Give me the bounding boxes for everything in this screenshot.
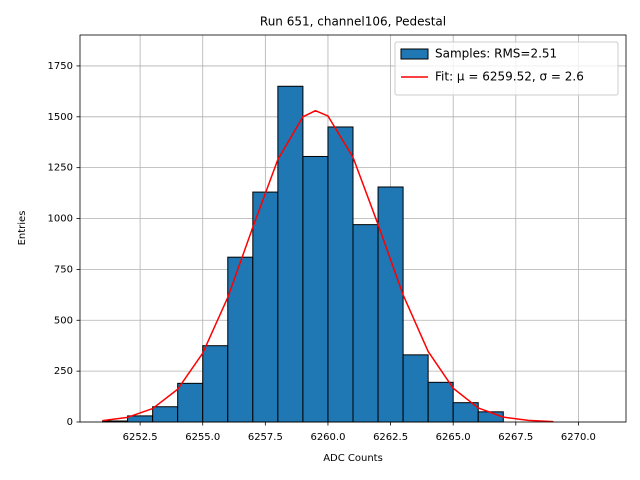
legend: Samples: RMS=2.51 Fit: μ = 6259.52, σ = 2… xyxy=(394,41,619,96)
bar xyxy=(202,345,229,423)
y-tick-label: 1500 xyxy=(48,112,73,123)
y-tick-label: 0 xyxy=(67,417,73,428)
legend-label: Samples: RMS=2.51 xyxy=(435,47,557,61)
y-tick-label: 1750 xyxy=(48,61,73,72)
y-tick-label: 750 xyxy=(54,264,73,275)
fit-line xyxy=(102,109,554,423)
bar xyxy=(277,85,304,423)
y-tick-label: 500 xyxy=(54,315,73,326)
x-tick-label: 6262.5 xyxy=(373,432,408,443)
bar xyxy=(402,354,429,423)
bar xyxy=(352,224,379,423)
bar xyxy=(127,415,154,423)
bar xyxy=(252,191,279,423)
x-axis-label: ADC Counts xyxy=(323,453,383,464)
bar xyxy=(327,126,354,423)
x-tick-label: 6265.0 xyxy=(436,432,471,443)
axes-frame xyxy=(79,34,627,423)
x-tick-label: 6267.5 xyxy=(498,432,533,443)
x-tick-label: 6260.0 xyxy=(310,432,345,443)
y-axis-label: Entries xyxy=(17,211,28,246)
bar xyxy=(227,256,254,423)
bar xyxy=(302,155,329,423)
ticks: 6252.5 6255.0 6257.5 6260.0 6262.5 6265.0 6267… xyxy=(48,61,596,443)
bar xyxy=(177,382,204,423)
chart-title: Run 651, channel106, Pedestal xyxy=(260,15,446,29)
bar xyxy=(377,186,404,423)
marks xyxy=(102,85,554,423)
y-tick-label: 1000 xyxy=(48,214,73,225)
legend-swatch xyxy=(400,48,429,60)
x-tick-label: 6270.0 xyxy=(561,432,596,443)
bar xyxy=(477,411,504,423)
legend-label: Fit: μ = 6259.52, σ = 2.6 xyxy=(435,70,584,84)
bar xyxy=(427,381,454,423)
bar xyxy=(152,406,179,423)
y-tick-label: 1250 xyxy=(48,163,73,174)
x-tick-label: 6257.5 xyxy=(248,432,283,443)
legend-box xyxy=(394,41,619,96)
x-tick-label: 6252.5 xyxy=(123,432,158,443)
x-tick-label: 6255.0 xyxy=(185,432,220,443)
y-tick-label: 250 xyxy=(54,366,73,377)
